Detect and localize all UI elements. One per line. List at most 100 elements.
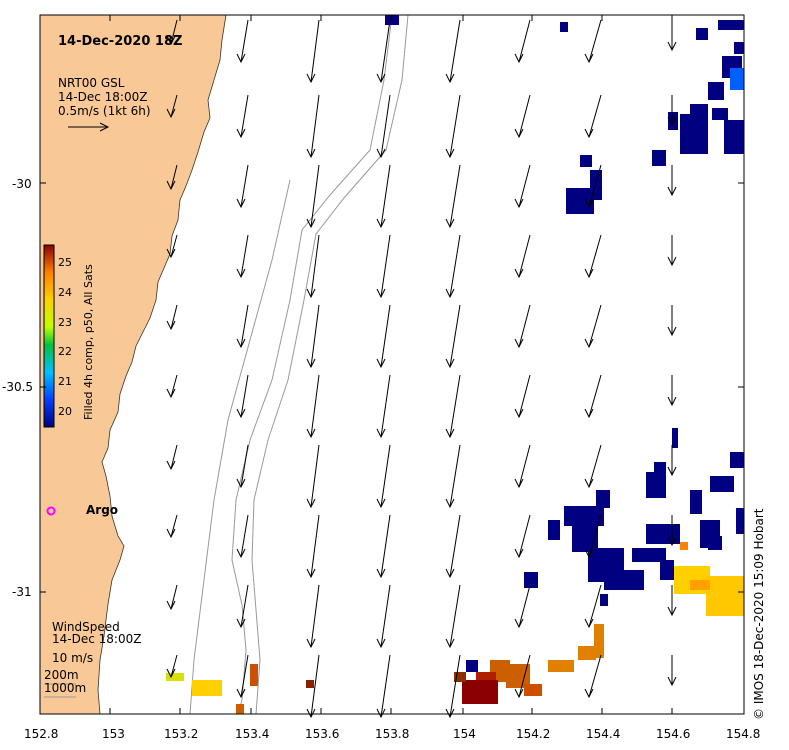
current-arrow bbox=[306, 444, 320, 509]
isobath-1000m bbox=[251, 14, 409, 715]
x-axis-tick-label: 154.4 bbox=[586, 727, 621, 741]
sst-cell bbox=[524, 684, 542, 696]
argo-float-marker[interactable] bbox=[46, 506, 56, 516]
current-arrow bbox=[667, 235, 677, 267]
current-arrow bbox=[236, 94, 249, 139]
land-mass bbox=[39, 14, 227, 715]
current-arrow bbox=[166, 374, 178, 399]
current-arrow bbox=[236, 584, 249, 629]
sst-cell bbox=[236, 704, 244, 714]
current-arrow bbox=[376, 514, 391, 579]
sst-cell bbox=[706, 576, 744, 616]
current-arrow bbox=[236, 19, 249, 64]
sst-cell bbox=[660, 560, 674, 580]
sst-cell bbox=[680, 542, 688, 550]
current-arrow bbox=[236, 374, 249, 419]
current-arrow bbox=[445, 304, 461, 369]
colorbar-tick: 24 bbox=[58, 286, 72, 299]
current-arrow bbox=[306, 94, 320, 159]
current-arrow bbox=[514, 304, 531, 349]
y-axis-tick-label: -31 bbox=[12, 585, 32, 599]
current-arrow bbox=[166, 164, 178, 191]
current-arrow bbox=[236, 444, 249, 489]
current-arrow bbox=[514, 234, 531, 279]
sst-cell bbox=[594, 624, 604, 658]
isobath-coastal bbox=[189, 179, 291, 715]
current-arrow bbox=[667, 165, 677, 197]
current-arrow bbox=[445, 234, 461, 299]
sst-cell bbox=[724, 120, 744, 154]
current-arrow bbox=[514, 654, 531, 699]
current-arrows bbox=[166, 19, 677, 719]
isobath-200m bbox=[231, 14, 393, 715]
sst-cell bbox=[250, 664, 258, 686]
sst-cell bbox=[690, 580, 710, 590]
current-legend-source: NRT00 GSL bbox=[58, 76, 125, 90]
current-arrow bbox=[667, 585, 677, 617]
current-arrow bbox=[667, 515, 677, 547]
sst-cell bbox=[730, 452, 744, 468]
current-arrow bbox=[445, 94, 461, 159]
current-arrow bbox=[166, 234, 178, 259]
current-arrow bbox=[667, 95, 677, 127]
colorbar-tick: 20 bbox=[58, 405, 72, 418]
current-arrow bbox=[376, 374, 391, 439]
current-arrow bbox=[306, 514, 320, 579]
current-arrow bbox=[166, 304, 178, 331]
current-arrow bbox=[514, 584, 531, 629]
sst-cell bbox=[548, 660, 574, 672]
current-arrow bbox=[306, 234, 320, 299]
current-arrow bbox=[445, 19, 461, 84]
sst-cell bbox=[734, 42, 744, 54]
colorbar bbox=[43, 244, 55, 428]
current-arrow bbox=[445, 444, 461, 509]
colorbar-label: Filled 4h comp, p50, All Sats bbox=[82, 264, 95, 420]
sst-cell bbox=[578, 646, 596, 660]
sst-cell bbox=[672, 428, 678, 448]
current-arrow bbox=[306, 19, 320, 84]
current-arrow bbox=[584, 94, 602, 139]
current-arrow bbox=[584, 304, 602, 349]
sst-cell bbox=[652, 150, 666, 166]
current-arrow bbox=[584, 514, 602, 559]
current-arrow bbox=[166, 94, 178, 119]
sst-cell bbox=[668, 112, 678, 130]
sst-cell bbox=[632, 548, 666, 562]
isobath-200m-label: 200m bbox=[44, 668, 79, 682]
y-axis-tick-label: -30.5 bbox=[2, 380, 34, 394]
current-arrow bbox=[236, 304, 249, 349]
sst-cell bbox=[385, 15, 399, 25]
colorbar-tick: 25 bbox=[58, 256, 72, 269]
current-arrow bbox=[667, 305, 677, 337]
current-arrow bbox=[166, 444, 178, 471]
sst-cell bbox=[462, 680, 498, 704]
sst-cell bbox=[564, 506, 604, 526]
current-arrow bbox=[584, 19, 602, 64]
sst-cell bbox=[646, 472, 666, 498]
sst-cell bbox=[454, 672, 466, 682]
sst-cell bbox=[680, 114, 708, 154]
sst-cells bbox=[166, 15, 744, 714]
wind-legend-scale: 10 m/s bbox=[52, 651, 94, 665]
isobath-1000m-label: 1000m bbox=[44, 681, 87, 695]
wind-legend-time: 14-Dec 18:00Z bbox=[52, 632, 142, 646]
x-axis-tick-label: 153.4 bbox=[235, 727, 270, 741]
current-arrow bbox=[584, 654, 602, 699]
current-arrow bbox=[306, 584, 320, 649]
sst-cell bbox=[696, 28, 708, 40]
wind-legend-title: WindSpeed bbox=[52, 620, 120, 634]
current-arrow bbox=[514, 94, 531, 139]
current-arrow bbox=[376, 19, 391, 84]
current-arrow bbox=[584, 584, 602, 629]
sst-cell bbox=[604, 570, 644, 590]
current-legend-scale: 0.5m/s (1kt 6h) bbox=[58, 104, 151, 118]
current-arrow bbox=[514, 444, 531, 489]
sst-cell bbox=[560, 22, 568, 32]
sst-cell bbox=[466, 660, 478, 672]
current-arrow bbox=[376, 584, 391, 649]
x-axis-tick-label: 152.8 bbox=[24, 727, 59, 741]
colorbar-tick: 21 bbox=[58, 375, 72, 388]
x-axis-tick-label: 153.8 bbox=[375, 727, 410, 741]
y-axis-tick-label: -30 bbox=[12, 177, 32, 191]
